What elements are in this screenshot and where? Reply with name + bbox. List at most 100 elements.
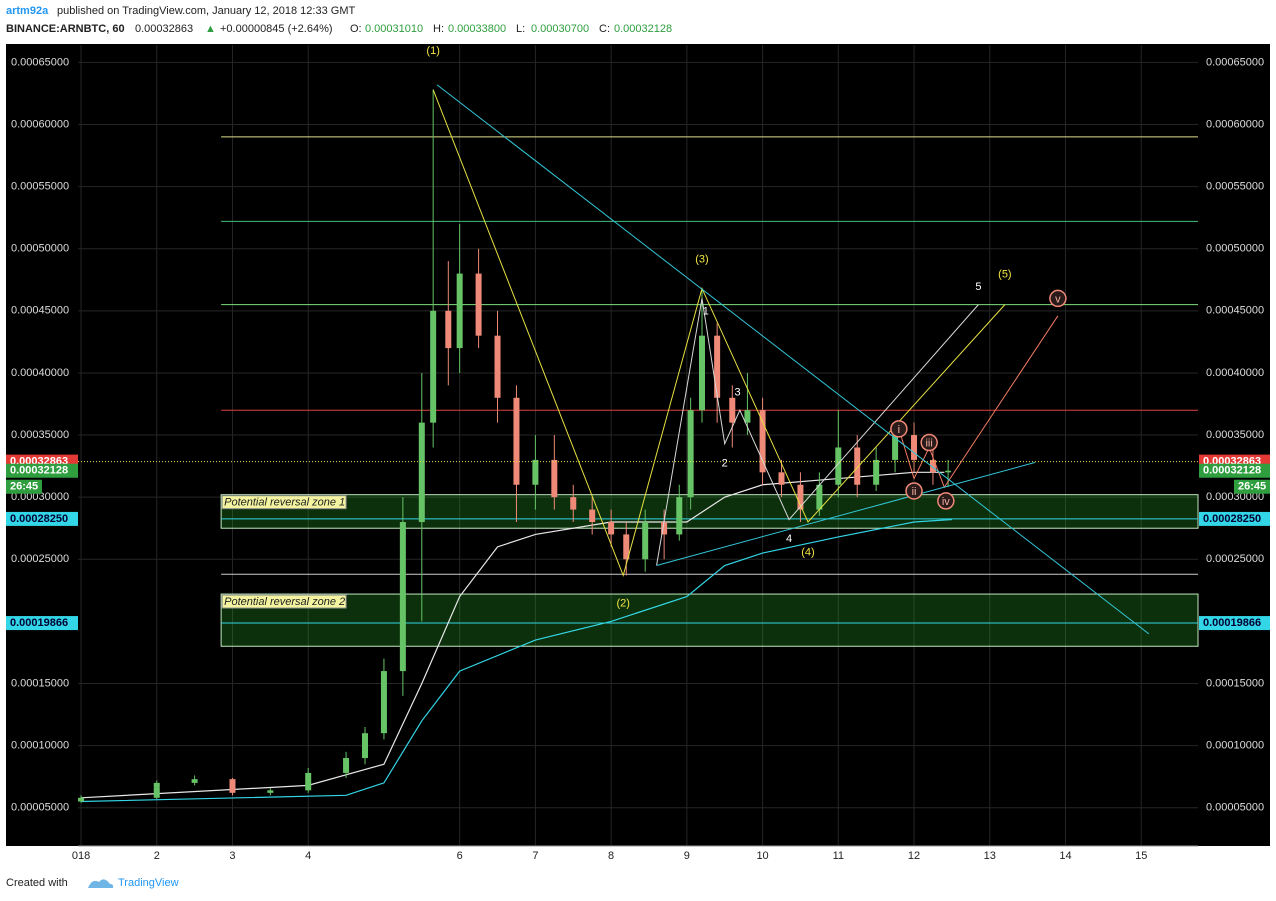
- candle-body: [778, 472, 785, 485]
- x-tick-label: 9: [684, 850, 690, 862]
- y-tick-label: 0.00025000: [11, 553, 69, 565]
- candle-body: [744, 410, 751, 423]
- wave-label: iii: [925, 437, 932, 449]
- zone-label-box: [221, 495, 347, 510]
- x-tick-label: 3: [229, 850, 235, 862]
- candle-body: [551, 459, 558, 498]
- footer: Created with TradingView: [6, 877, 179, 889]
- candle-body: [380, 671, 387, 734]
- y-tick-label: 0.00030000: [11, 491, 69, 503]
- candle-body: [816, 484, 823, 510]
- x-tick-label: 8: [608, 850, 614, 862]
- x-tick-label: 10: [756, 850, 768, 862]
- logo: [88, 879, 114, 888]
- ohlc-value: 0.00032128: [614, 23, 672, 35]
- candle-body: [305, 772, 312, 791]
- change: +0.00000845 (+2.64%): [220, 23, 333, 35]
- reversal-zone: [220, 494, 1199, 529]
- countdown-badge: [6, 479, 42, 494]
- price-badge: [1199, 463, 1270, 478]
- wave-label: (4): [801, 547, 814, 559]
- candle-body: [892, 435, 899, 460]
- y-tick-label: 0.00060000: [11, 118, 69, 130]
- reversal-zone: [220, 593, 1199, 647]
- y-tick-label-right: 0.00005000: [1206, 802, 1264, 814]
- candle-body: [835, 447, 842, 485]
- wave-label: (5): [998, 268, 1011, 280]
- ohlc-key: H:: [433, 23, 444, 35]
- ohlc-key: C:: [599, 23, 610, 35]
- y-tick-label: 0.00055000: [11, 181, 69, 193]
- x-tick-label: 7: [532, 850, 538, 862]
- price-badge-label: 0.00028250: [10, 513, 68, 525]
- candle-body: [729, 397, 736, 423]
- wave-label: v: [1055, 293, 1061, 305]
- header: artm92a published on TradingView.com, Ja…: [6, 5, 355, 35]
- ohlc-value: 0.00031010: [365, 23, 423, 35]
- wave-label: 4: [786, 533, 792, 545]
- symbol: BINANCE:ARNBTC, 60: [6, 23, 125, 35]
- y-tick-label-right: 0.00045000: [1206, 305, 1264, 317]
- candle-body: [911, 435, 918, 460]
- y-tick-label-right: 0.00035000: [1206, 429, 1264, 441]
- candle-body: [687, 410, 694, 498]
- y-tick-label-right: 0.00050000: [1206, 243, 1264, 255]
- candle-body: [661, 522, 668, 535]
- x-tick-label: 12: [908, 850, 920, 862]
- y-tick-label: 0.00005000: [11, 802, 69, 814]
- wave-label: 5: [975, 281, 981, 293]
- zone-label: Potential reversal zone 1: [224, 497, 345, 509]
- created-with: Created with: [6, 877, 68, 889]
- wave-label: ii: [912, 486, 917, 498]
- y-tick-label: 0.00045000: [11, 305, 69, 317]
- x-tick-label: 15: [1135, 850, 1147, 862]
- brand[interactable]: TradingView: [118, 877, 179, 889]
- candle-body: [362, 733, 369, 759]
- x-tick-label: 4: [305, 850, 311, 862]
- wave-label: 3: [735, 386, 741, 398]
- trend-line: [432, 89, 1006, 578]
- wave-circle: [1049, 289, 1067, 308]
- wave-label: 2: [722, 457, 728, 469]
- candle-body: [570, 497, 577, 510]
- wave-label: iv: [942, 496, 950, 508]
- wave-label: (2): [617, 598, 630, 610]
- moving-average: [80, 471, 945, 799]
- candle-body: [532, 459, 539, 485]
- candle-body: [494, 335, 501, 398]
- ohlc-key: L:: [516, 23, 525, 35]
- price-badge-label: 0.00032128: [10, 465, 68, 477]
- candle-body: [153, 782, 160, 788]
- candle-body: [759, 410, 766, 473]
- price-badge-label: 0.00019866: [1203, 617, 1261, 629]
- ohlc-value: 0.00033800: [448, 23, 506, 35]
- y-tick-label-right: 0.00010000: [1206, 740, 1264, 752]
- wave-circle: [890, 420, 908, 438]
- y-tick-label-right: 0.00040000: [1206, 367, 1264, 379]
- countdown: 26:45: [1238, 481, 1266, 493]
- price-badge-label: 0.00032128: [1203, 465, 1261, 477]
- y-tick-label-right: 0.00030000: [1206, 491, 1264, 503]
- wave-label: (3): [695, 254, 708, 266]
- chart-background: [6, 44, 1270, 846]
- y-tick-label: 0.00010000: [11, 740, 69, 752]
- candle-body: [608, 522, 615, 535]
- user[interactable]: artm92a: [6, 5, 49, 17]
- wave-circle: [937, 492, 955, 510]
- candle-body: [153, 787, 160, 798]
- candle-body: [78, 797, 85, 802]
- candle-body: [623, 534, 630, 560]
- candle-body: [191, 779, 198, 783]
- price-badge: [6, 511, 78, 526]
- x-tick-label: 13: [984, 850, 996, 862]
- x-tick-label: 2: [154, 850, 160, 862]
- arrow: ▲: [205, 23, 216, 35]
- price-badge: [6, 616, 78, 631]
- candle-body: [418, 422, 425, 523]
- wave-circle: [920, 433, 938, 452]
- x-tick-label: 6: [457, 850, 463, 862]
- last-price: 0.00032863: [135, 23, 193, 35]
- published: published on TradingView.com, January 12…: [57, 5, 355, 17]
